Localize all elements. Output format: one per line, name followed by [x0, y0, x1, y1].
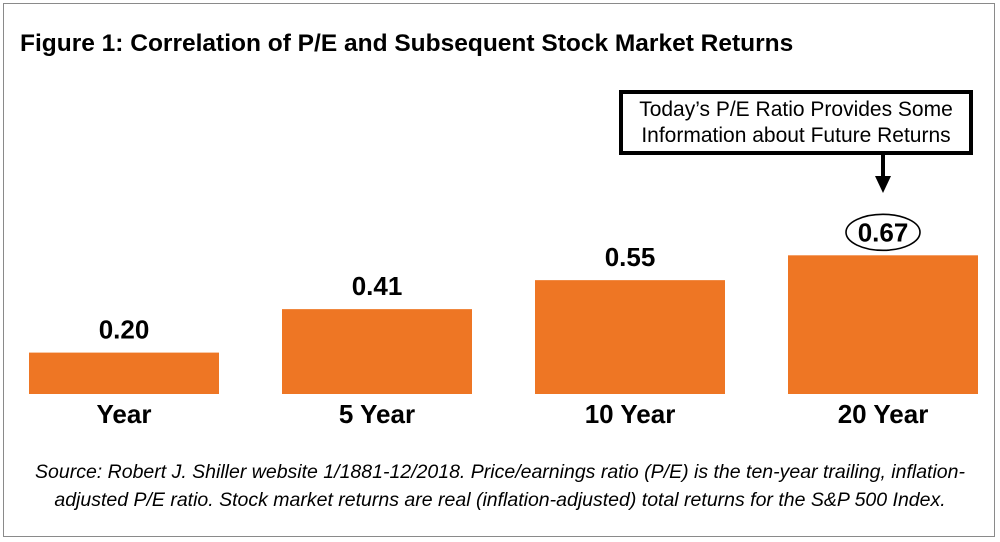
category-labels: Year 5 Year 10 Year 20 Year: [97, 399, 929, 429]
source-note-line-1: Source: Robert J. Shiller website 1/1881…: [35, 461, 965, 483]
bar-5-year: [282, 309, 472, 394]
annotation-callout-box: Today’s P/E Ratio Provides Some Informat…: [619, 90, 973, 155]
chart-title: Figure 1: Correlation of P/E and Subsequ…: [20, 30, 794, 57]
bar-value-label-20-year: 0.67: [858, 217, 909, 247]
annotation-line-1: Today’s P/E Ratio Provides Some: [639, 97, 953, 121]
bar-value-label-year: 0.20: [99, 315, 150, 345]
bar-20-year: [788, 255, 978, 394]
category-label-year: Year: [97, 399, 152, 429]
source-note-line-2: adjusted P/E ratio. Stock market returns…: [54, 489, 946, 511]
annotation-marks: [845, 155, 921, 252]
bar-10-year: [535, 280, 725, 394]
category-label-10-year: 10 Year: [585, 399, 676, 429]
annotation-line-2: Information about Future Returns: [641, 123, 951, 147]
annotation-arrow-head: [875, 176, 891, 193]
highlight-ellipse: [845, 213, 921, 252]
bar-value-label-10-year: 0.55: [605, 242, 656, 272]
bar-value-label-5-year: 0.41: [352, 271, 403, 301]
bar-value-labels: 0.20 0.41 0.55 0.67: [99, 217, 909, 344]
category-label-20-year: 20 Year: [838, 399, 929, 429]
bar-year: [29, 352, 219, 394]
bars-group: [29, 255, 978, 394]
category-label-5-year: 5 Year: [339, 399, 415, 429]
